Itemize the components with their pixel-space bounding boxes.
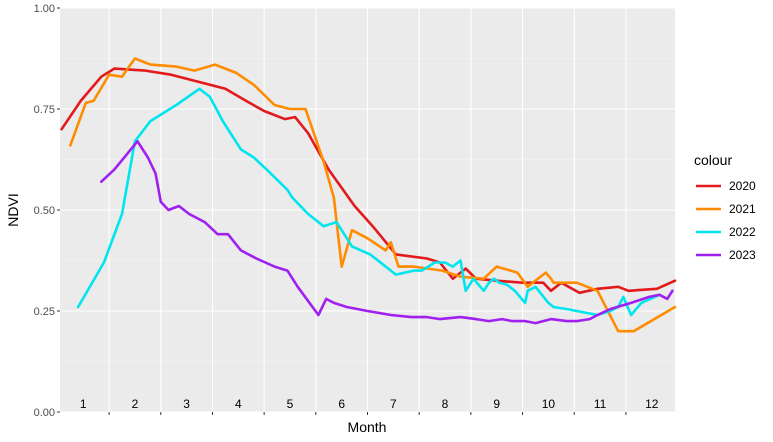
month-label: 5 bbox=[287, 397, 294, 411]
series-line-2021 bbox=[69, 57, 677, 333]
legend-label-2021: 2021 bbox=[729, 202, 756, 216]
y-axis: 0.00 0.25 0.50 0.75 1.00 bbox=[34, 3, 60, 419]
y-tick-label: 0.75 bbox=[34, 104, 55, 116]
y-tick-label: 0.50 bbox=[34, 205, 55, 217]
month-label: 6 bbox=[338, 397, 345, 411]
x-axis-title: Month bbox=[348, 419, 387, 435]
month-label: 10 bbox=[542, 397, 556, 411]
y-tick-label: 0.00 bbox=[34, 407, 55, 419]
month-label: 4 bbox=[235, 397, 242, 411]
legend-label-2020: 2020 bbox=[729, 179, 756, 193]
legend-label-2023: 2023 bbox=[729, 248, 756, 262]
legend-title: colour bbox=[694, 152, 732, 168]
series-lines bbox=[60, 57, 677, 333]
grid-lines bbox=[60, 7, 675, 413]
month-label: 11 bbox=[594, 397, 607, 411]
month-label: 12 bbox=[645, 397, 659, 411]
month-label: 3 bbox=[183, 397, 190, 411]
month-labels: 1 2 3 4 5 6 7 8 9 10 11 12 bbox=[80, 397, 659, 411]
month-label: 2 bbox=[132, 397, 139, 411]
y-tick-label: 0.25 bbox=[34, 306, 55, 318]
month-label: 1 bbox=[80, 397, 87, 411]
legend-label-2022: 2022 bbox=[729, 225, 756, 239]
month-label: 9 bbox=[493, 397, 500, 411]
series-line-2022 bbox=[76, 87, 661, 317]
series-line-2023 bbox=[100, 140, 674, 325]
x-axis bbox=[108, 412, 627, 415]
month-label: 7 bbox=[390, 397, 397, 411]
y-axis-title: NDVI bbox=[5, 193, 21, 226]
y-tick-label: 1.00 bbox=[34, 3, 55, 15]
legend: colour 2020 2021 2022 2023 bbox=[694, 152, 756, 262]
month-label: 8 bbox=[442, 397, 449, 411]
legend-items: 2020 2021 2022 2023 bbox=[696, 179, 756, 262]
